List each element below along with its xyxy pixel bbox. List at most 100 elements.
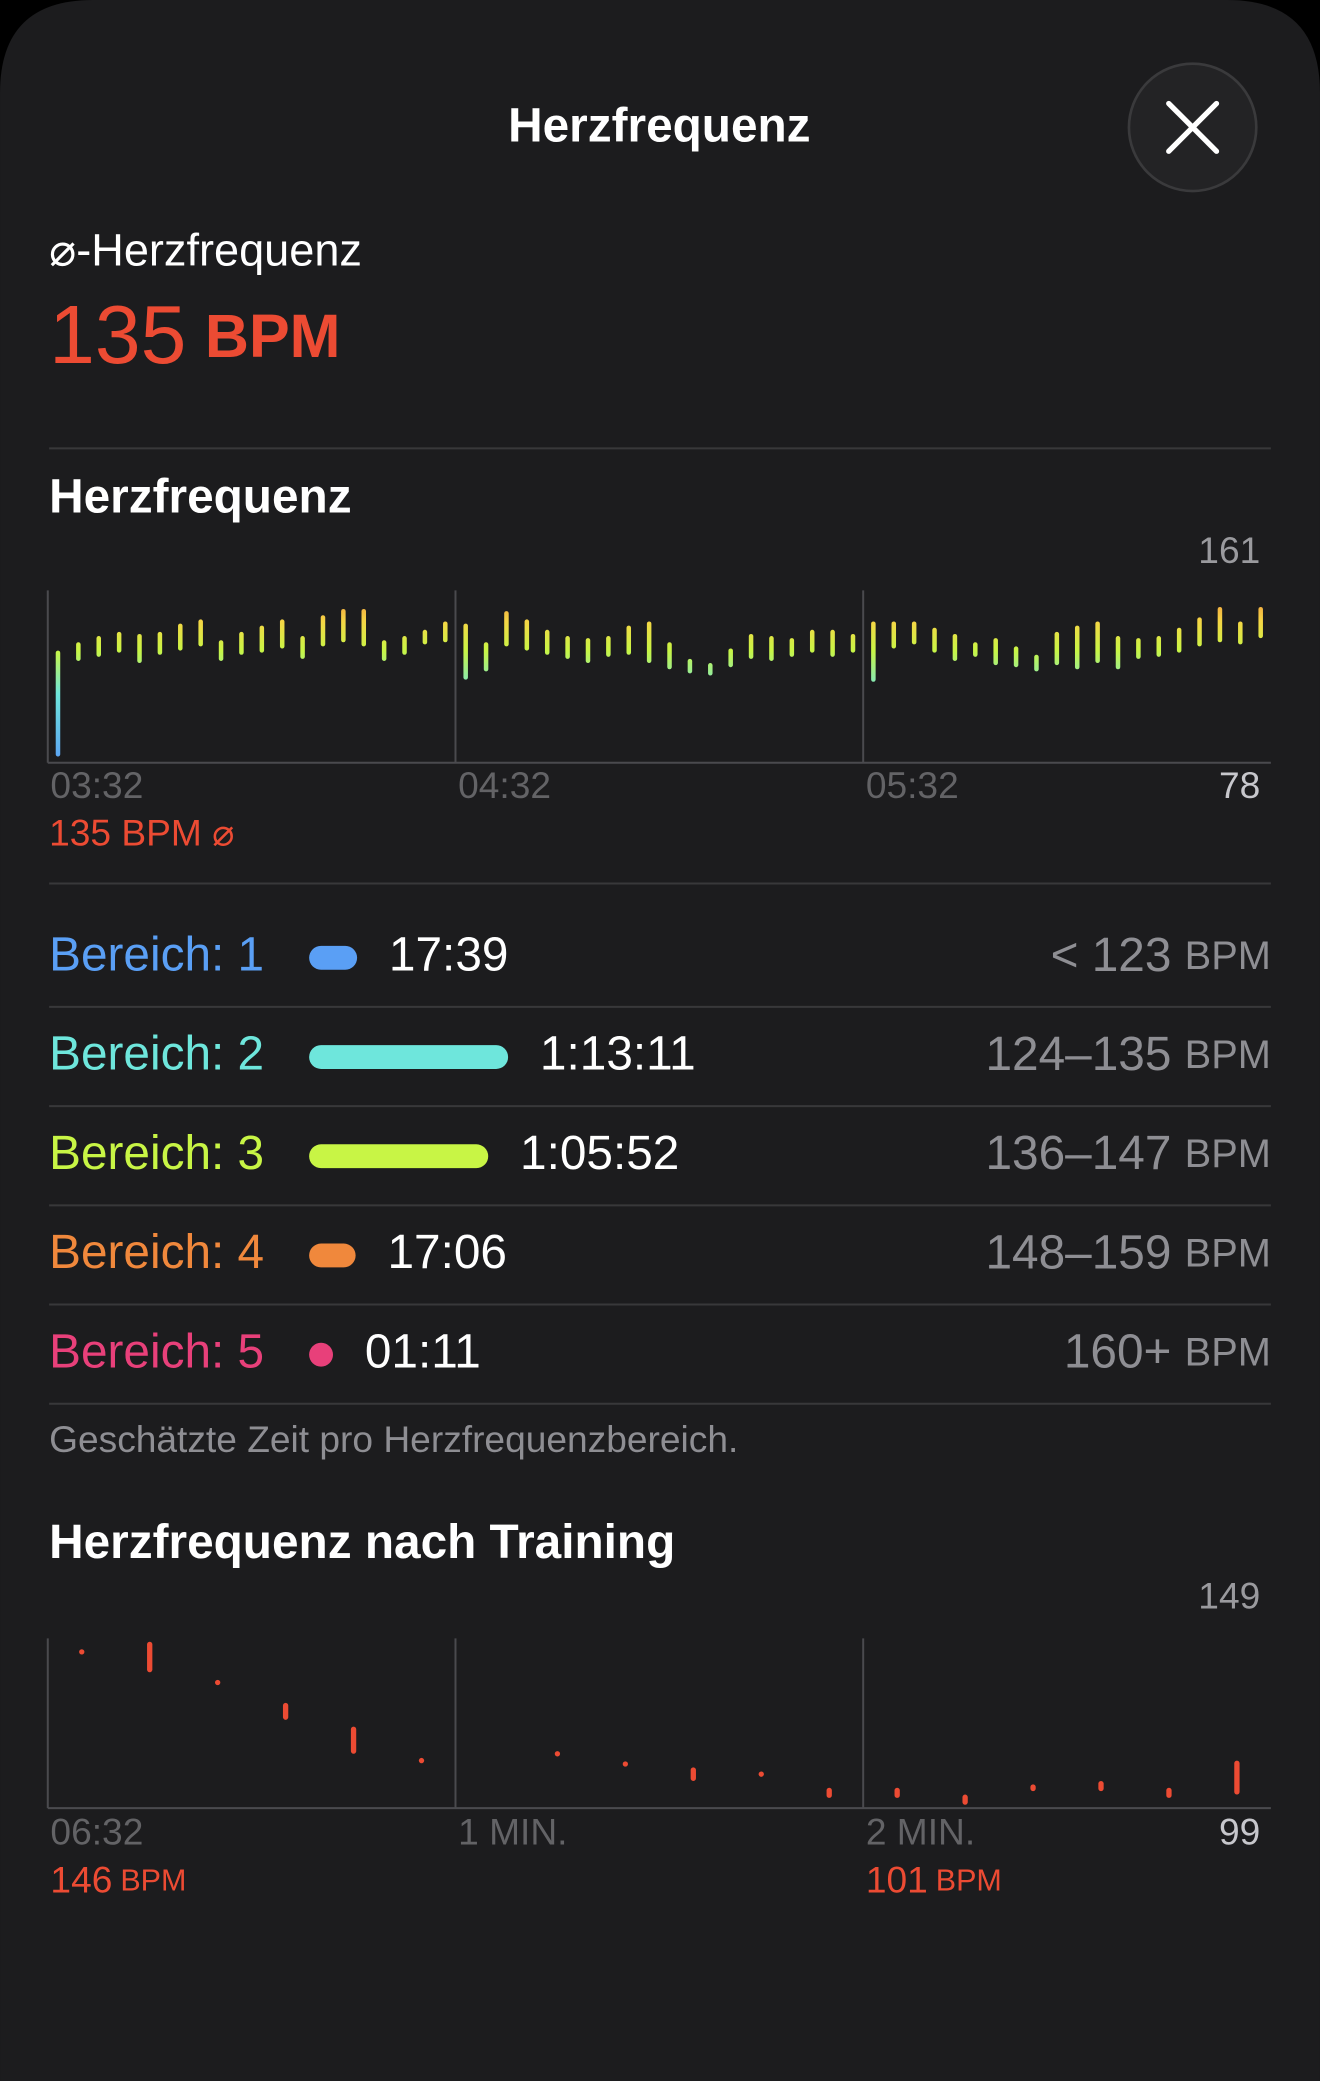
zone-bar [309,1243,356,1268]
zone-range-unit: BPM [1185,1231,1271,1275]
range-bar [300,636,305,659]
zone-range: 124–135 BPM [985,1028,1270,1081]
x-tick-label: 2 MIN. [866,1810,975,1852]
range-bar [422,629,428,645]
range-bar [279,619,285,649]
annotation-value: 146 [50,1858,112,1900]
range-bar [1166,1787,1172,1798]
zone-name: Bereich: 3 [49,1127,264,1180]
zone-bar [309,1045,509,1069]
range-bar [728,648,733,668]
zone-name: Bereich: 2 [49,1028,264,1081]
y-tick-label: 78 [1219,764,1260,806]
range-bar [871,621,876,682]
range-bar [830,629,835,657]
zone-range: 160+ BPM [1064,1325,1271,1378]
range-bar [381,640,387,661]
x-tick-label: 1 MIN. [458,1810,567,1852]
close-icon[interactable] [1166,100,1220,154]
range-bar [483,642,489,672]
range-bar [1176,627,1182,653]
range-bar [758,1771,764,1777]
range-bar [626,625,632,655]
range-bar [198,619,203,647]
y-tick-label: 161 [1198,529,1260,571]
range-bar [76,642,81,661]
zone-range-value: 160+ [1064,1325,1172,1378]
summary-number: 135 [49,290,186,381]
range-bar [1238,621,1243,645]
range-bar [259,625,265,653]
x-tick-label: 06:32 [50,1810,143,1852]
range-bar [565,636,570,659]
range-bar [1136,638,1141,659]
range-bar [524,619,530,651]
range-bar [894,1787,900,1798]
range-bar [911,621,917,645]
range-bar [585,638,591,664]
range-bar [463,623,468,680]
annotation-unit: BPM [936,1863,1002,1897]
zone-range-unit: BPM [1185,933,1271,977]
range-bar [504,611,509,647]
range-bar [690,1767,696,1781]
range-bar [687,658,693,674]
close-button[interactable] [1127,62,1258,193]
range-bar [137,633,142,664]
zone-range: 148–159 BPM [985,1226,1270,1279]
range-bar [402,636,407,655]
range-bar [891,621,897,649]
range-bar [1258,606,1263,639]
range-bar [320,615,326,647]
range-bar [646,621,652,664]
range-bar [554,1751,561,1757]
zone-range-unit: BPM [1185,1033,1271,1077]
range-bar [973,642,978,657]
range-bar [418,1757,425,1764]
zone-name: Bereich: 4 [49,1226,264,1279]
range-bar [789,638,795,657]
range-bar [1013,646,1019,668]
zone-bar [309,945,358,970]
zone-range-unit: BPM [1185,1330,1271,1374]
x-tick-label: 04:32 [458,764,551,806]
chart-title: Herzfrequenz [49,471,351,524]
range-bar [79,1649,85,1655]
range-bar [769,636,774,661]
range-bar [1095,621,1100,664]
summary-unit: BPM [205,302,341,370]
range-bar [218,640,224,661]
range-bar [239,631,244,655]
zone-range-unit: BPM [1185,1132,1271,1176]
chart-title: Herzfrequenz nach Training [49,1516,675,1569]
range-bar [622,1761,629,1767]
range-bar [215,1679,221,1686]
zone-bar [309,1144,489,1169]
summary-value: 135 BPM [49,290,340,381]
annotation: 146 BPM [50,1858,186,1900]
range-bar [826,1787,832,1798]
range-bar [147,1641,153,1673]
zone-bar [309,1342,333,1367]
annotation: 101 BPM [866,1858,1002,1900]
range-bar [443,621,448,643]
zone-range-value: 124–135 [985,1028,1171,1081]
zone-duration: 1:13:11 [540,1028,696,1081]
zone-range: < 123 BPM [1051,928,1271,981]
range-bar [993,638,998,666]
average-label: 135 BPM ⌀ [49,812,234,854]
zone-duration: 17:06 [387,1226,507,1279]
range-bar [962,1794,968,1805]
range-bar [116,631,122,653]
range-bar [178,623,183,651]
range-bar [1156,636,1162,657]
range-bar [55,650,61,757]
zone-duration: 17:39 [389,928,509,981]
range-bar [932,627,937,653]
range-bar [350,1726,357,1754]
range-bar [1197,617,1202,647]
range-bar [1074,625,1080,670]
zone-duration: 1:05:52 [520,1127,679,1180]
